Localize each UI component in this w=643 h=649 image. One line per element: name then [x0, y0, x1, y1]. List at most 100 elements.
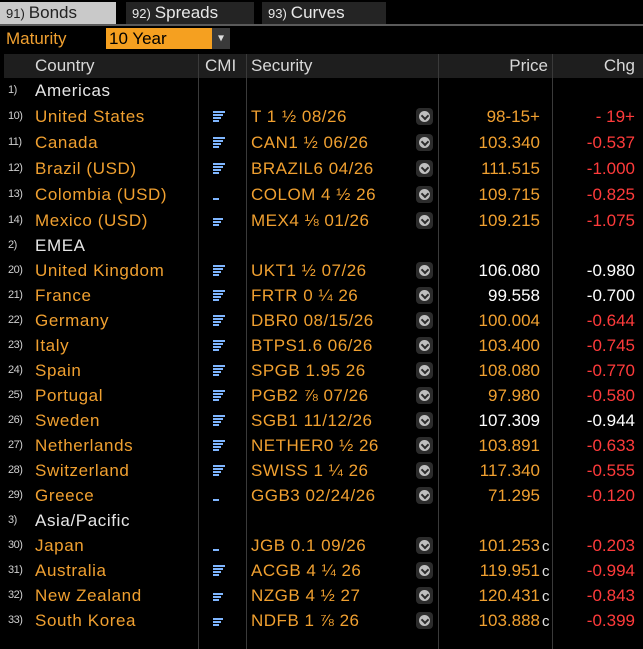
table-row[interactable]: 23) Italy BTPS1.6 06/26 103.400 -0.745 — [0, 333, 643, 358]
chevron-down-icon[interactable] — [416, 212, 433, 229]
chevron-down-icon[interactable] — [416, 108, 433, 125]
security-ticker[interactable]: SWISS 1 ¼ 26 — [251, 461, 369, 480]
cmi-bars-icon[interactable] — [213, 615, 225, 627]
region-label[interactable]: Asia/Pacific — [35, 511, 131, 530]
security-ticker[interactable]: SGB1 11/12/26 — [251, 411, 373, 430]
country-name[interactable]: Brazil (USD) — [35, 159, 137, 178]
country-name[interactable]: Portugal — [35, 386, 104, 405]
cmi-bars-icon[interactable] — [213, 215, 225, 227]
chevron-down-icon[interactable] — [416, 487, 433, 504]
cmi-bars-icon[interactable] — [213, 540, 225, 552]
chevron-down-icon[interactable] — [416, 387, 433, 404]
header-security[interactable]: Security — [251, 56, 313, 75]
chevron-down-icon[interactable] — [416, 337, 433, 354]
cmi-bars-icon[interactable] — [213, 340, 225, 352]
chevron-down-icon[interactable] — [416, 612, 433, 629]
cmi-bars-icon[interactable] — [213, 565, 225, 577]
table-row[interactable]: 22) Germany DBR0 08/15/26 100.004 -0.644 — [0, 308, 643, 333]
security-ticker[interactable]: CAN1 ½ 06/26 — [251, 133, 369, 152]
country-name[interactable]: New Zealand — [35, 586, 142, 605]
country-name[interactable]: Japan — [35, 536, 85, 555]
tab-spreads[interactable]: 92) Spreads — [126, 2, 254, 24]
country-name[interactable]: Switzerland — [35, 461, 130, 480]
table-row[interactable]: 10) United States T 1 ½ 08/26 98-15+ - 19+ — [0, 104, 643, 129]
table-row[interactable]: 32) New Zealand NZGB 4 ½ 27 120.431 c -0.843 — [0, 583, 643, 608]
tab-bonds[interactable]: 91) Bonds — [0, 2, 116, 24]
security-ticker[interactable]: ACGB 4 ¼ 26 — [251, 561, 362, 580]
region-label[interactable]: EMEA — [35, 236, 86, 255]
table-row[interactable]: 27) Netherlands NETHER0 ½ 26 103.891 -0.633 — [0, 433, 643, 458]
chevron-down-icon[interactable] — [416, 412, 433, 429]
chevron-down-icon[interactable] — [416, 312, 433, 329]
chevron-down-icon[interactable] — [416, 562, 433, 579]
table-row[interactable]: 33) South Korea NDFB 1 ⅞ 26 103.888 c -0.399 — [0, 608, 643, 633]
country-name[interactable]: Colombia (USD) — [35, 185, 168, 204]
country-name[interactable]: Greece — [35, 486, 95, 505]
cmi-bars-icon[interactable] — [213, 440, 225, 452]
chevron-down-icon[interactable] — [416, 587, 433, 604]
country-name[interactable]: South Korea — [35, 611, 137, 630]
country-name[interactable]: France — [35, 286, 92, 305]
chevron-down-icon[interactable] — [416, 437, 433, 454]
cmi-bars-icon[interactable] — [213, 111, 225, 123]
region-row[interactable]: 1) Americas — [0, 78, 643, 103]
chevron-down-icon[interactable]: ▼ — [212, 28, 230, 49]
region-row[interactable]: 2) EMEA — [0, 233, 643, 258]
country-name[interactable]: United Kingdom — [35, 261, 165, 280]
security-ticker[interactable]: NDFB 1 ⅞ 26 — [251, 611, 360, 630]
country-name[interactable]: Australia — [35, 561, 107, 580]
table-row[interactable]: 13) Colombia (USD) COLOM 4 ½ 26 109.715 -0.8… — [0, 182, 643, 207]
table-row[interactable]: 12) Brazil (USD) BRAZIL6 04/26 111.515 -1.00… — [0, 156, 643, 181]
cmi-bars-icon[interactable] — [213, 490, 225, 502]
security-ticker[interactable]: BRAZIL6 04/26 — [251, 159, 374, 178]
chevron-down-icon[interactable] — [416, 134, 433, 151]
cmi-bars-icon[interactable] — [213, 137, 225, 149]
table-row[interactable]: 31) Australia ACGB 4 ¼ 26 119.951 c -0.994 — [0, 558, 643, 583]
header-cmi[interactable]: CMI — [205, 56, 237, 75]
header-chg[interactable]: Chg — [603, 56, 635, 75]
country-name[interactable]: Netherlands — [35, 436, 134, 455]
security-ticker[interactable]: DBR0 08/15/26 — [251, 311, 374, 330]
region-label[interactable]: Americas — [35, 81, 111, 100]
country-name[interactable]: Spain — [35, 361, 82, 380]
header-country[interactable]: Country — [35, 56, 95, 75]
header-price[interactable]: Price — [509, 56, 548, 75]
security-ticker[interactable]: UKT1 ½ 07/26 — [251, 261, 367, 280]
security-ticker[interactable]: JGB 0.1 09/26 — [251, 536, 367, 555]
chevron-down-icon[interactable] — [416, 287, 433, 304]
table-row[interactable]: 28) Switzerland SWISS 1 ¼ 26 117.340 -0.555 — [0, 458, 643, 483]
cmi-bars-icon[interactable] — [213, 265, 225, 277]
security-ticker[interactable]: BTPS1.6 06/26 — [251, 336, 373, 355]
chevron-down-icon[interactable] — [416, 462, 433, 479]
country-name[interactable]: Mexico (USD) — [35, 211, 148, 230]
security-ticker[interactable]: MEX4 ⅛ 01/26 — [251, 211, 370, 230]
security-ticker[interactable]: SPGB 1.95 26 — [251, 361, 366, 380]
chevron-down-icon[interactable] — [416, 362, 433, 379]
security-ticker[interactable]: COLOM 4 ½ 26 — [251, 185, 377, 204]
cmi-bars-icon[interactable] — [213, 290, 225, 302]
cmi-bars-icon[interactable] — [213, 163, 225, 175]
country-name[interactable]: Canada — [35, 133, 99, 152]
table-row[interactable]: 26) Sweden SGB1 11/12/26 107.309 -0.944 — [0, 408, 643, 433]
region-row[interactable]: 3) Asia/Pacific — [0, 508, 643, 533]
security-ticker[interactable]: FRTR 0 ¼ 26 — [251, 286, 359, 305]
country-name[interactable]: Sweden — [35, 411, 101, 430]
country-name[interactable]: Italy — [35, 336, 70, 355]
chevron-down-icon[interactable] — [416, 160, 433, 177]
security-ticker[interactable]: PGB2 ⅞ 07/26 — [251, 386, 369, 405]
security-ticker[interactable]: GGB3 02/24/26 — [251, 486, 376, 505]
cmi-bars-icon[interactable] — [213, 365, 225, 377]
table-row[interactable]: 25) Portugal PGB2 ⅞ 07/26 97.980 -0.580 — [0, 383, 643, 408]
table-row[interactable]: 29) Greece GGB3 02/24/26 71.295 -0.120 — [0, 483, 643, 508]
cmi-bars-icon[interactable] — [213, 390, 225, 402]
cmi-bars-icon[interactable] — [213, 465, 225, 477]
tab-curves[interactable]: 93) Curves — [262, 2, 386, 24]
chevron-down-icon[interactable] — [416, 537, 433, 554]
cmi-bars-icon[interactable] — [213, 189, 225, 201]
maturity-select[interactable]: 10 Year — [106, 28, 212, 49]
security-ticker[interactable]: NZGB 4 ½ 27 — [251, 586, 361, 605]
chevron-down-icon[interactable] — [416, 262, 433, 279]
table-row[interactable]: 24) Spain SPGB 1.95 26 108.080 -0.770 — [0, 358, 643, 383]
table-row[interactable]: 14) Mexico (USD) MEX4 ⅛ 01/26 109.215 -1.075 — [0, 208, 643, 233]
cmi-bars-icon[interactable] — [213, 590, 225, 602]
